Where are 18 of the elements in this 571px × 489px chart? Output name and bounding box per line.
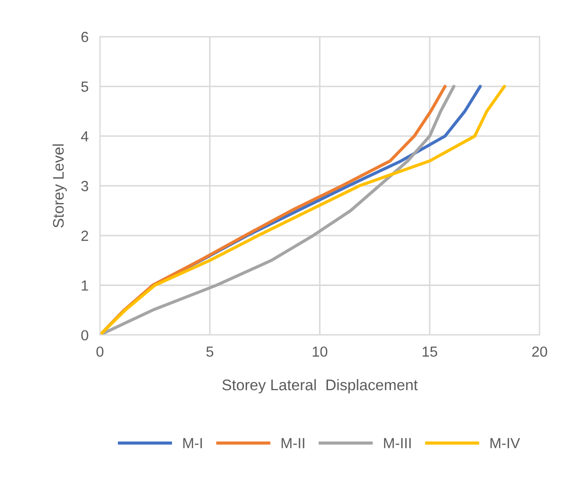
x-tick-label: 5 [206, 346, 214, 357]
y-tick-label: 1 [82, 280, 88, 291]
y-tick-label: 5 [81, 82, 88, 92]
y-tick-label: 3 [81, 180, 88, 192]
y-tick-label: 0 [81, 330, 88, 340]
legend-label: M-I [183, 438, 202, 448]
y-tick-label: 4 [81, 131, 88, 142]
x-tick-label: 20 [532, 346, 548, 357]
x-tick-label: 10 [312, 346, 328, 357]
y-axis-title: Storey Level [52, 144, 67, 228]
x-axis-title: Storey Lateral Displacement [222, 379, 418, 394]
y-tick-label: 6 [81, 32, 88, 42]
x-tick-label: 15 [422, 346, 438, 357]
legend-label: M-II [282, 438, 304, 448]
legend-label: M-IV [490, 438, 520, 448]
y-tick-label: 2 [81, 230, 88, 241]
legend-label: M-III [384, 438, 411, 448]
x-tick-label: 0 [96, 346, 104, 357]
